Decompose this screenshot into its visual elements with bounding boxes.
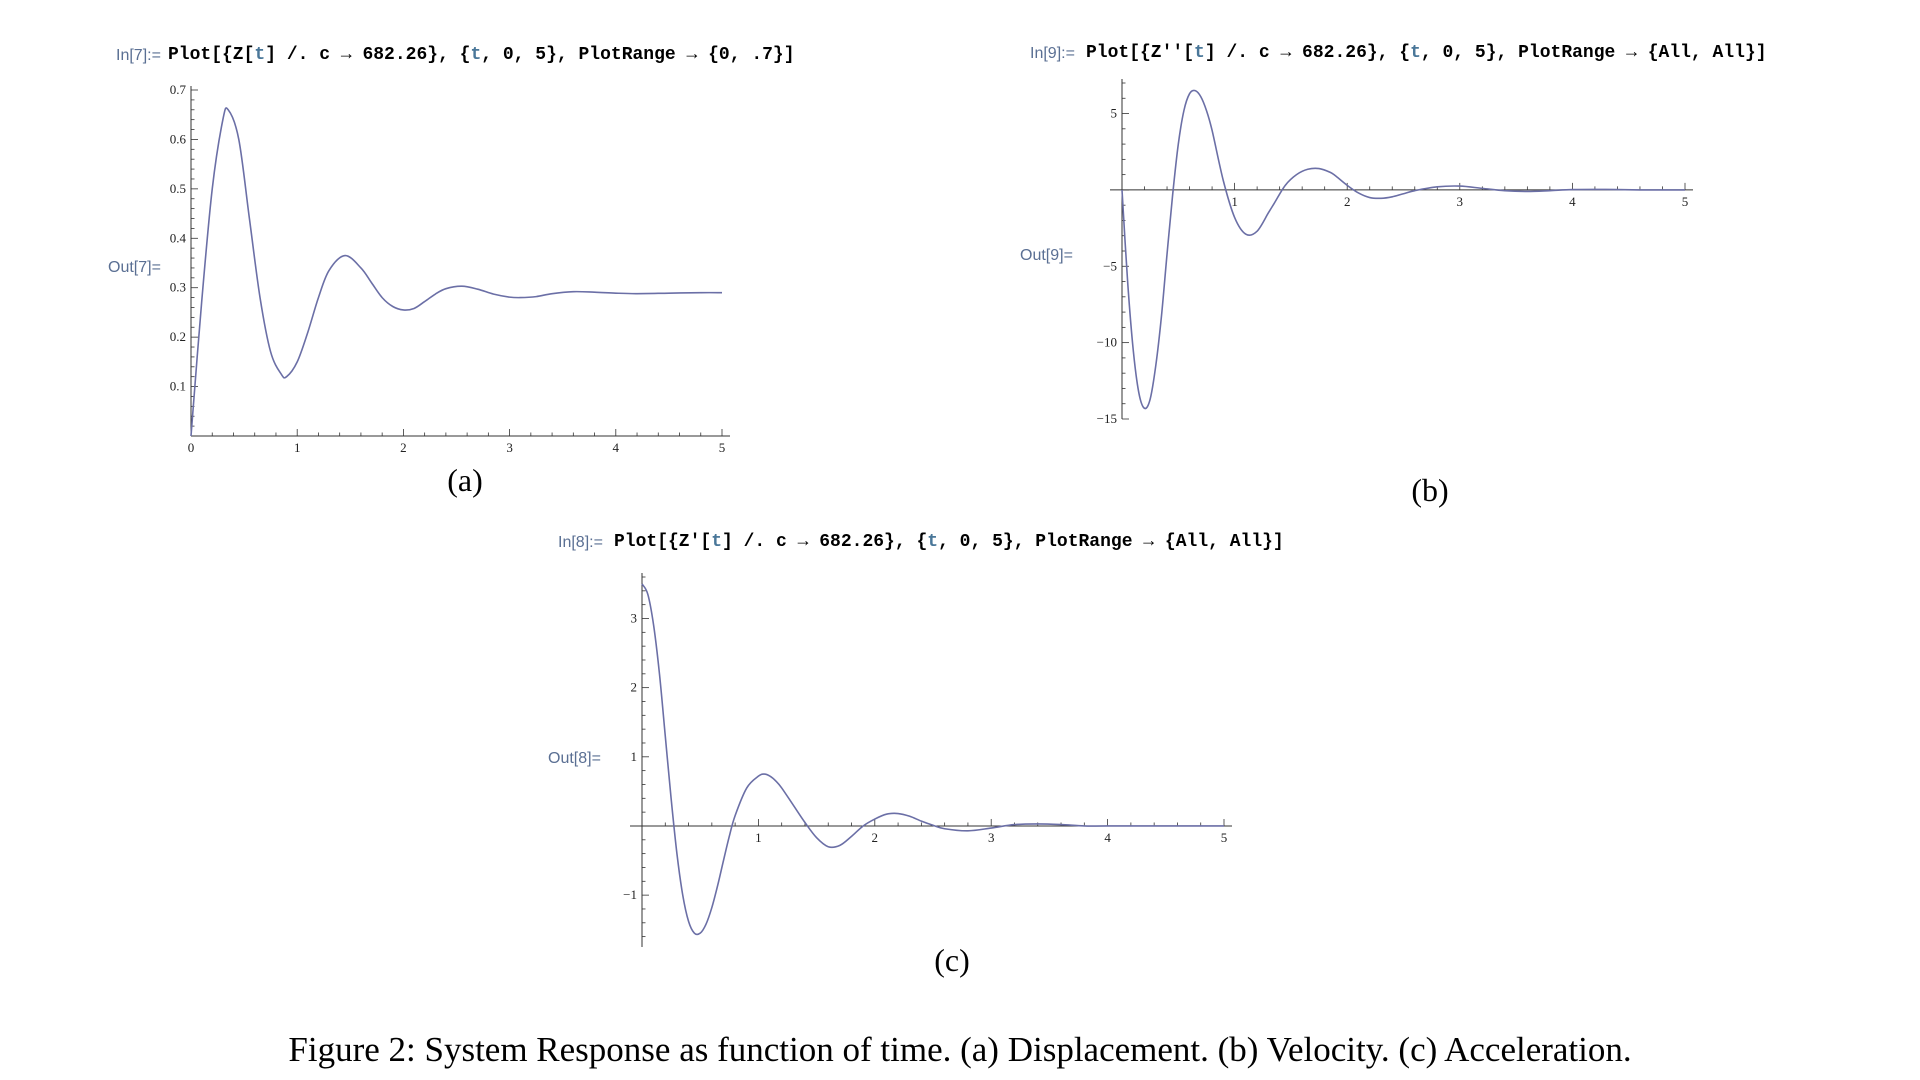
series-line xyxy=(641,583,1225,936)
plot-a: 0 1 2 3 4 5 0.1 0.2 0.3 0.4 0.5 0.6 0.7 xyxy=(170,82,730,455)
command-token: t xyxy=(254,45,266,65)
x-tick-label: 5 xyxy=(719,440,726,455)
input-label-c: In[8]:= xyxy=(558,534,603,551)
y-tick-label: −1 xyxy=(623,887,637,902)
y-tick-label: −5 xyxy=(1103,258,1117,273)
plot-command-a: Plot[{Z[t] /. c → 682.26}, {t, 0, 5}, Pl… xyxy=(168,45,795,65)
x-tick-label: 4 xyxy=(1104,830,1111,845)
y-tick-label: 0.4 xyxy=(170,230,187,245)
y-tick-label: 1 xyxy=(631,749,638,764)
y-tick-label: 0.7 xyxy=(170,82,187,97)
y-tick-label: 0.5 xyxy=(170,181,186,196)
series-line xyxy=(1121,89,1686,410)
input-label-b: In[9]:= xyxy=(1030,45,1075,62)
command-token: Plot[{Z''[ xyxy=(1086,43,1195,63)
x-tick-label: 4 xyxy=(1569,194,1576,209)
x-tick-label: 2 xyxy=(400,440,407,455)
figure-caption: Figure 2: System Response as function of… xyxy=(288,1030,1632,1069)
command-token: , 0, 5}, PlotRange → {0, .7}] xyxy=(481,45,795,65)
x-tick-label: 5 xyxy=(1221,830,1228,845)
x-tick-label: 4 xyxy=(613,440,620,455)
x-tick-label: 2 xyxy=(1344,194,1351,209)
y-tick-label: −15 xyxy=(1097,411,1117,426)
command-token: t xyxy=(1410,43,1421,63)
plot-command-c: Plot[{Z'[t] /. c → 682.26}, {t, 0, 5}, P… xyxy=(614,532,1284,552)
x-tick-label: 2 xyxy=(872,830,879,845)
sublabel-b: (b) xyxy=(1411,472,1449,508)
series-line xyxy=(190,107,723,437)
command-token: ] /. c → 682.26}, { xyxy=(1204,43,1411,63)
sublabel-a: (a) xyxy=(447,462,483,498)
command-token: Plot[{Z[ xyxy=(168,45,255,65)
plot-b: 1 2 3 4 5 −15 −10 −5 5 xyxy=(1097,79,1693,426)
input-label-a: In[7]:= xyxy=(116,47,161,64)
x-tick-label: 1 xyxy=(1231,194,1238,209)
output-label-c: Out[8]= xyxy=(548,750,601,767)
x-tick-label: 3 xyxy=(506,440,512,455)
y-tick-label: −10 xyxy=(1097,335,1117,350)
plot-c: 1 2 3 4 5 −1 1 2 3 xyxy=(623,573,1232,947)
command-token: t xyxy=(711,532,723,552)
x-tick-label: 3 xyxy=(988,830,995,845)
y-tick-label: 0.1 xyxy=(170,379,186,394)
command-token: , 0, 5}, PlotRange → {All, All}] xyxy=(938,532,1284,552)
y-tick-label: 5 xyxy=(1111,106,1118,121)
y-tick-label: 0.2 xyxy=(170,329,186,344)
sublabel-c: (c) xyxy=(934,942,970,978)
plot-command-b: Plot[{Z''[t] /. c → 682.26}, {t, 0, 5}, … xyxy=(1086,43,1767,63)
x-tick-label: 5 xyxy=(1682,194,1689,209)
command-token: , 0, 5}, PlotRange → {All, All}] xyxy=(1420,43,1767,63)
output-label-b: Out[9]= xyxy=(1020,247,1073,264)
command-token: Plot[{Z'[ xyxy=(614,532,712,552)
command-token: t xyxy=(1194,43,1205,63)
x-tick-label: 1 xyxy=(294,440,301,455)
x-tick-label: 3 xyxy=(1457,194,1464,209)
output-label-a: Out[7]= xyxy=(108,259,161,276)
y-tick-label: 3 xyxy=(631,610,638,625)
x-tick-label: 1 xyxy=(755,830,762,845)
command-token: ] /. c → 682.26}, { xyxy=(722,532,928,552)
y-tick-label: 0.3 xyxy=(170,280,186,295)
command-token: ] /. c → 682.26}, { xyxy=(265,45,471,65)
command-token: t xyxy=(927,532,939,552)
y-tick-label: 0.6 xyxy=(170,131,187,146)
x-tick-label: 0 xyxy=(188,440,195,455)
y-tick-label: 2 xyxy=(631,680,638,695)
command-token: t xyxy=(470,45,482,65)
